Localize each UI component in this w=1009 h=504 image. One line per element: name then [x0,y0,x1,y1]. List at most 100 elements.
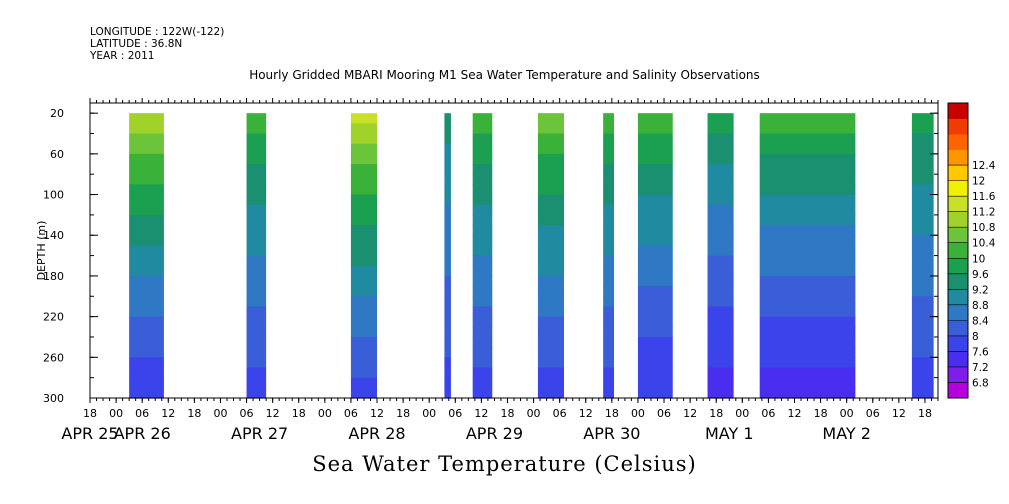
x-tick-label: 06 [553,407,567,420]
x-tick-label: 06 [761,407,775,420]
temperature-cell [246,184,267,196]
temperature-cell [472,326,493,338]
temperature-cell [129,164,164,175]
temperature-cell [707,153,734,165]
temperature-cell [637,194,673,206]
longitude-label: LONGITUDE : 122W(-122) [90,26,225,38]
x-tick-label: 06 [344,407,358,420]
temperature-cell [444,347,451,358]
temperature-cell [444,357,451,369]
temperature-cell [759,133,856,145]
colorbar-swatch [948,211,968,228]
temperature-cell [472,214,493,226]
colorbar-swatch [948,180,968,197]
colorbar-swatch [948,103,968,119]
temperature-cell [603,316,615,328]
temperature-cell [911,225,934,236]
temperature-cell [350,113,378,124]
colorbar-swatch [948,118,968,135]
temperature-cell [759,204,856,216]
temperature-cell [129,113,164,124]
temperature-cell [637,336,673,348]
temperature-cell [537,153,565,165]
temperature-cell [637,143,673,155]
temperature-cell [537,347,565,358]
temperature-cell [129,225,164,236]
temperature-cell [637,326,673,338]
temperature-cell [444,174,451,185]
temperature-cell [603,235,615,247]
data-segment [707,113,734,399]
colorbar-label: 9.6 [972,269,989,281]
temperature-cell [603,225,615,236]
temperature-cell [472,265,493,277]
colorbar-label: 8.8 [972,300,989,312]
temperature-cell [472,316,493,328]
temperature-cell [350,265,378,277]
x-tick-label: 00 [213,407,227,420]
temperature-cell [707,306,734,318]
temperature-cell [472,367,493,379]
temperature-cell [637,214,673,226]
temperature-cell [911,296,934,308]
temperature-cell [759,113,856,124]
temperature-cell [637,235,673,247]
temperature-cell [911,153,934,165]
temperature-cell [759,164,856,175]
temperature-cell [911,164,934,175]
temperature-cell [759,275,856,287]
temperature-cell [707,275,734,287]
colorbar-swatch [948,320,968,337]
x-tick-label: 00 [527,407,541,420]
colorbar-label: 7.2 [972,362,989,374]
data-segment [246,113,267,399]
temperature-cell [246,296,267,308]
date-label: APR 29 [466,424,523,443]
temperature-cell [603,164,615,175]
temperature-cell [707,286,734,297]
temperature-cell [603,153,615,165]
temperature-cell [911,184,934,196]
temperature-cell [637,367,673,379]
temperature-cell [246,164,267,175]
data-segment [759,113,856,399]
temperature-cell [472,286,493,297]
temperature-cell [129,377,164,389]
temperature-cell [129,316,164,328]
data-segment [537,113,565,399]
temperature-cell [472,123,493,135]
temperature-cell [537,296,565,308]
temperature-cell [537,275,565,287]
temperature-cell [637,174,673,185]
temperature-cell [537,225,565,236]
temperature-cell [911,113,934,124]
temperature-cell [350,316,378,328]
x-tick-label: 18 [187,407,201,420]
temperature-cell [472,296,493,308]
temperature-cell [911,357,934,369]
x-tick-label: 12 [683,407,697,420]
temperature-cell [246,235,267,247]
temperature-cell [707,326,734,338]
temperature-cell [759,143,856,155]
temperature-cell [911,143,934,155]
chart-title: Hourly Gridded MBARI Mooring M1 Sea Wate… [249,68,760,82]
temperature-cell [537,245,565,257]
temperature-cell [246,265,267,277]
x-tick-label: 00 [318,407,332,420]
temperature-cell [246,123,267,135]
temperature-cell [637,275,673,287]
temperature-cell [129,123,164,135]
colorbar-swatch [948,289,968,306]
temperature-cell [637,306,673,318]
x-tick-label: 18 [709,407,723,420]
temperature-cell [444,336,451,348]
temperature-cell [472,336,493,348]
temperature-cell [537,357,565,369]
temperature-cell [444,387,451,399]
temperature-cell [707,184,734,196]
colorbar-swatch [948,134,968,150]
temperature-cell [444,143,451,155]
temperature-cell [472,255,493,267]
temperature-cell [537,286,565,297]
